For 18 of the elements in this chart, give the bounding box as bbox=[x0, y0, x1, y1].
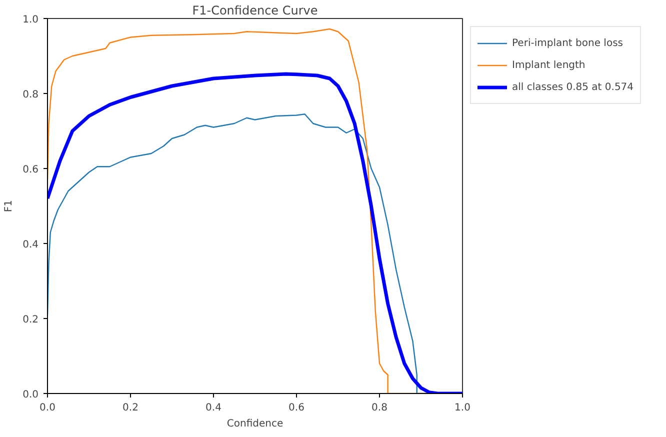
y-tick-label: 0.8 bbox=[22, 90, 39, 100]
legend-label: all classes 0.85 at 0.574 bbox=[512, 81, 634, 93]
x-tick-label: 0.4 bbox=[206, 402, 222, 414]
legend-label: Peri-implant bone loss bbox=[512, 37, 623, 49]
y-tick-label: 0.6 bbox=[22, 164, 39, 176]
y-tick-label: 0.2 bbox=[22, 314, 39, 326]
legend-label: Implant length bbox=[512, 59, 586, 71]
y-tick-label: 0.4 bbox=[22, 240, 39, 250]
x-tick-label: 0.8 bbox=[372, 402, 388, 414]
x-axis-title: Confidence bbox=[226, 418, 284, 430]
x-tick-label: 0.2 bbox=[122, 402, 138, 414]
y-axis-title: F1 bbox=[4, 200, 15, 212]
y-tick-label: 0.0 bbox=[22, 390, 39, 400]
y-tick-label: 1.0 bbox=[22, 14, 39, 26]
x-tick-label: 1.0 bbox=[454, 402, 470, 414]
x-tick-label: 0.6 bbox=[288, 402, 304, 414]
chart-title: F1-Confidence Curve bbox=[192, 4, 318, 18]
x-tick-label: 0.0 bbox=[40, 402, 56, 414]
